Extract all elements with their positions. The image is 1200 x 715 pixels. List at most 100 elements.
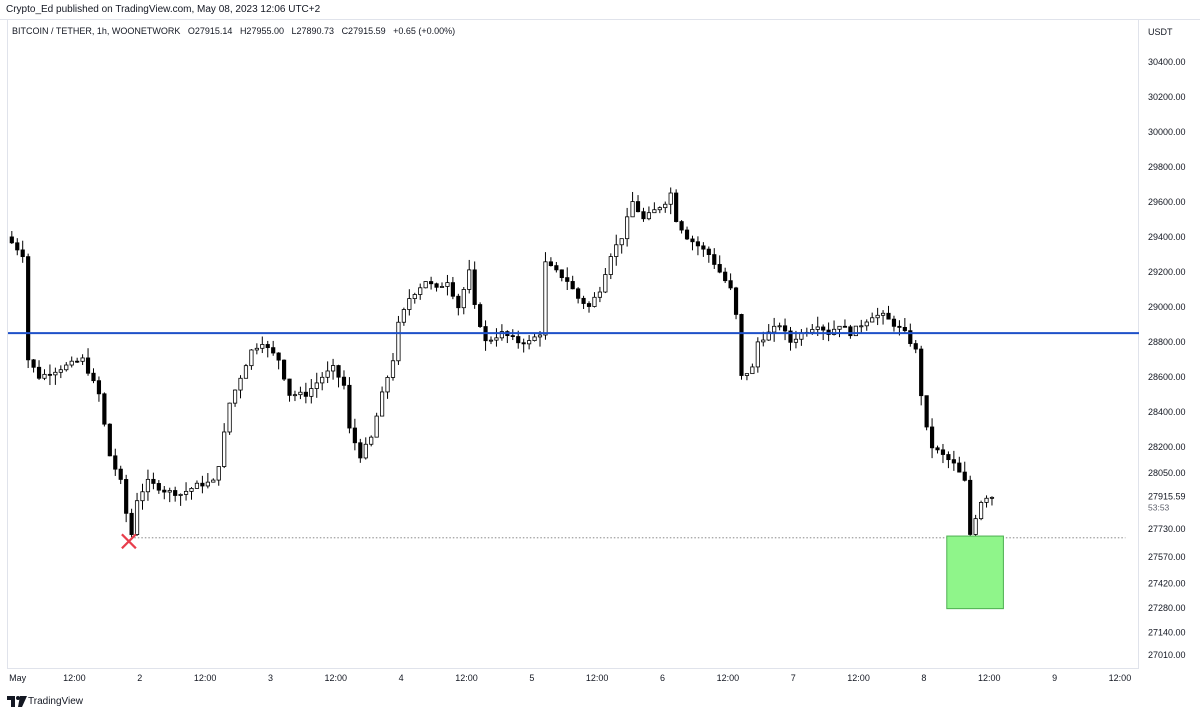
candle-body: [859, 325, 864, 328]
candle-body: [385, 377, 390, 393]
candle-body: [810, 329, 815, 333]
tradingview-brand[interactable]: TradingView: [28, 696, 84, 707]
candle-body: [597, 291, 602, 298]
legend-open: O27915.14: [187, 26, 233, 36]
candle-body: [53, 371, 58, 376]
x-tick-label: 12:00: [978, 673, 1001, 683]
candle-body: [793, 338, 799, 343]
legend-close: C27915.59: [341, 26, 386, 36]
candle-body: [9, 236, 14, 244]
candle-body: [532, 336, 537, 341]
candle-body: [183, 490, 189, 495]
candle-body: [913, 343, 918, 350]
candle-body: [690, 238, 695, 243]
candle-body: [330, 365, 336, 372]
x-tick-label: 12:00: [194, 673, 217, 683]
candle-body: [363, 443, 368, 459]
candle-body: [216, 466, 221, 481]
candle-body: [635, 201, 641, 213]
candle-body: [69, 360, 74, 366]
y-tick-label: 28400.00: [1148, 407, 1186, 417]
candle-body: [238, 377, 243, 391]
candle-body: [646, 212, 652, 220]
candle-body: [320, 376, 325, 384]
currency-label: USDT: [1148, 27, 1173, 37]
candle-body: [717, 264, 722, 273]
last-price-badge: [1141, 488, 1193, 513]
candle-body: [151, 478, 156, 484]
candle-body: [222, 431, 227, 467]
candle-body: [200, 482, 205, 487]
candle-body: [978, 502, 984, 520]
cross-marker-icon[interactable]: [121, 533, 137, 550]
candle-body: [36, 366, 42, 379]
candle-body: [897, 325, 902, 328]
candle-body: [657, 207, 662, 211]
candle-body: [20, 249, 25, 258]
candle-body: [358, 442, 363, 459]
symbol-legend: BITCOIN / TETHER, 1h, WOONETWORK O27915.…: [12, 26, 460, 36]
candle-body: [243, 365, 249, 379]
y-tick-label: 27280.00: [1148, 603, 1186, 613]
candle-body: [695, 241, 701, 247]
candle-body: [58, 369, 63, 373]
candle-body: [870, 317, 875, 323]
candle-body: [488, 339, 494, 342]
candle-body: [292, 394, 298, 397]
candle-body: [592, 296, 597, 307]
x-tick-label: 3: [268, 673, 273, 683]
candle-body: [940, 449, 946, 455]
tradingview-logo-icon[interactable]: [7, 696, 27, 707]
target-zone-box[interactable]: [946, 535, 1004, 610]
candle-body: [85, 357, 91, 374]
price-chart[interactable]: 30400.00 30200.00 30000.00 29800.00 29600.00…: [0, 0, 1200, 690]
x-tick-label: May: [9, 673, 27, 683]
candle-body: [750, 366, 755, 375]
x-tick-label: 12:00: [325, 673, 348, 683]
candle-body: [75, 360, 80, 363]
candle-body: [935, 447, 940, 451]
candle-body: [276, 352, 281, 361]
candle-body: [973, 518, 978, 535]
x-tick-label: 5: [529, 673, 534, 683]
x-tick-label: 7: [791, 673, 796, 683]
symbol-name[interactable]: BITCOIN / TETHER, 1h, WOONETWORK: [12, 26, 181, 36]
candle-body: [663, 203, 668, 209]
candle-body: [107, 423, 112, 457]
candle-body: [162, 489, 167, 493]
candle-body: [946, 454, 951, 461]
candle-body: [951, 459, 956, 464]
candle-body: [821, 326, 826, 331]
candle-body: [478, 304, 483, 327]
legend-low: L27890.73: [291, 26, 335, 36]
legend-high: H27955.00: [239, 26, 284, 36]
candle-body: [467, 269, 472, 290]
candle-body: [554, 265, 559, 271]
candle-body: [706, 248, 711, 255]
candle-body: [456, 295, 461, 309]
candle-body: [630, 201, 635, 218]
candle-body: [298, 391, 303, 396]
chart-pane[interactable]: [7, 20, 1139, 669]
candle-body: [407, 298, 412, 310]
candle-body: [723, 271, 728, 282]
candle-body: [521, 342, 526, 345]
candle-body: [701, 245, 706, 250]
candle-body: [772, 325, 777, 333]
candle-body: [314, 382, 319, 389]
x-tick-label: 2: [137, 673, 142, 683]
candle-body: [249, 349, 254, 367]
y-tick-label: 28200.00: [1148, 442, 1186, 452]
candle-body: [668, 192, 673, 205]
candle-body: [559, 269, 564, 279]
candle-body: [211, 479, 216, 483]
candle-body: [439, 286, 445, 288]
candle-body: [929, 426, 935, 449]
x-tick-label: 9: [1052, 673, 1057, 683]
candle-body: [434, 283, 439, 288]
candle-body: [374, 415, 379, 438]
y-tick-label: 29400.00: [1148, 232, 1186, 242]
y-tick-label: 28050.00: [1148, 468, 1186, 478]
candle-body: [232, 389, 238, 404]
candle-body: [853, 325, 858, 337]
